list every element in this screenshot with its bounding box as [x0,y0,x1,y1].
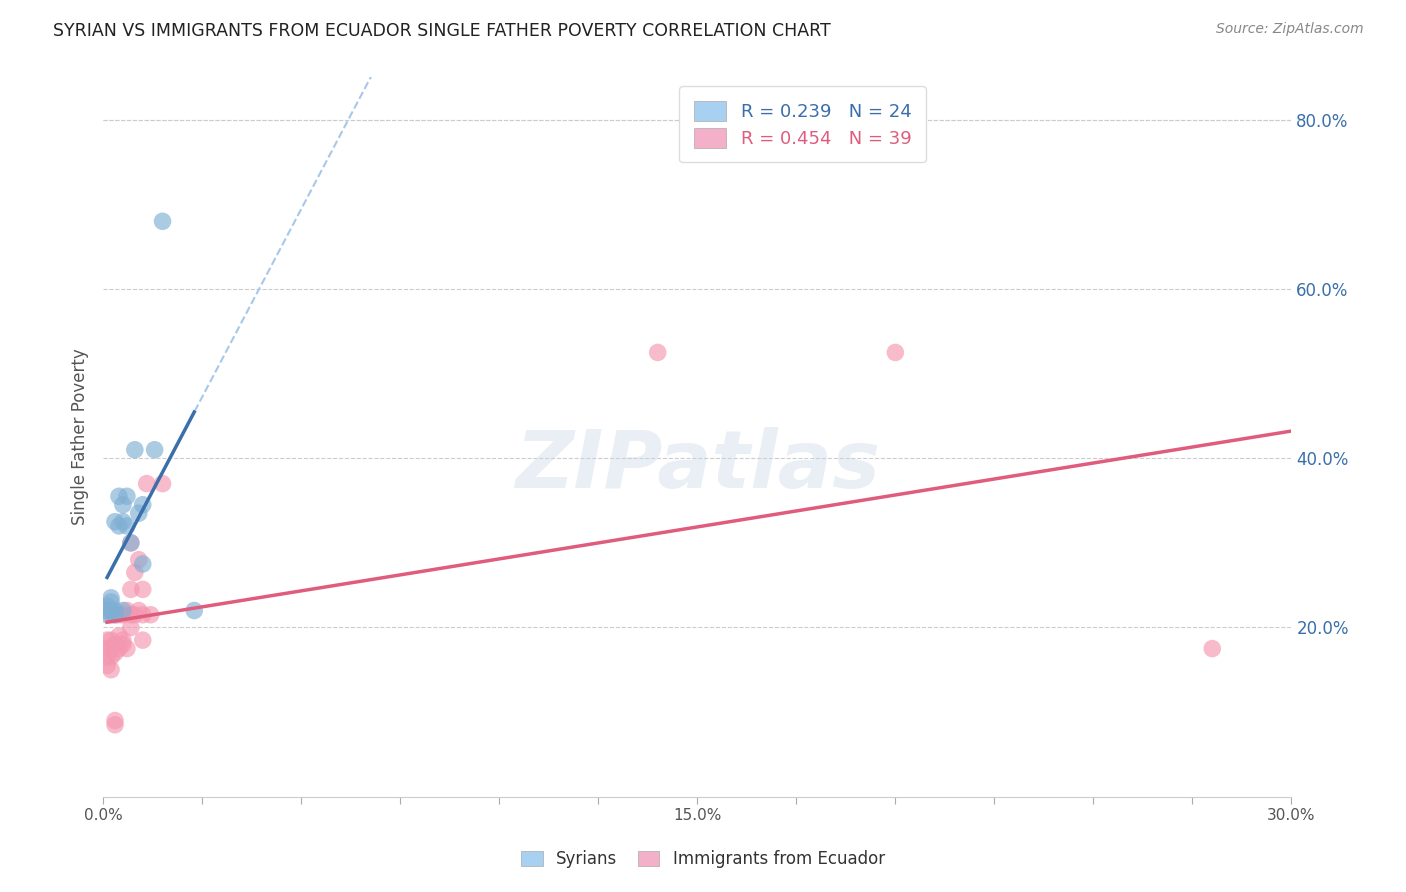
Point [128,553,150,567]
Point [115,641,138,656]
Point [884,345,907,359]
Point [128,506,150,520]
Point [108,489,131,503]
Point [115,603,138,617]
Point [96,658,118,673]
Point [100,607,122,622]
Text: SYRIAN VS IMMIGRANTS FROM ECUADOR SINGLE FATHER POVERTY CORRELATION CHART: SYRIAN VS IMMIGRANTS FROM ECUADOR SINGLE… [53,22,831,40]
Point [183,603,205,617]
Point [132,607,155,622]
Point [100,603,122,617]
Point [132,582,155,597]
Point [100,595,122,609]
Point [115,519,138,533]
Point [115,489,138,503]
Point [100,591,122,605]
Point [100,633,122,648]
Point [96,599,118,614]
Text: Source: ZipAtlas.com: Source: ZipAtlas.com [1216,22,1364,37]
Point [96,607,118,622]
Point [139,607,162,622]
Point [132,557,155,571]
Point [96,603,118,617]
Point [96,650,118,665]
Point [96,633,118,648]
Point [96,641,118,656]
Point [111,633,134,648]
Point [104,515,127,529]
Point [124,607,146,622]
Point [100,641,122,656]
Point [104,646,127,660]
Point [120,536,142,550]
Point [104,637,127,651]
Point [120,582,142,597]
Point [104,714,127,728]
Point [108,629,131,643]
Point [132,633,155,648]
Point [143,442,166,457]
Text: ZIPatlas: ZIPatlas [515,427,880,505]
Point [111,515,134,529]
Point [111,498,134,512]
Point [1201,641,1223,656]
Point [100,663,122,677]
Point [111,607,134,622]
Point [128,603,150,617]
Point [104,718,127,732]
Point [152,214,174,228]
Point [135,476,157,491]
Point [124,442,146,457]
Point [120,536,142,550]
Point [111,637,134,651]
Point [104,607,127,622]
Point [120,607,142,622]
Point [647,345,669,359]
Point [108,641,131,656]
Point [124,566,146,580]
Point [132,498,155,512]
Point [108,519,131,533]
Legend: Syrians, Immigrants from Ecuador: Syrians, Immigrants from Ecuador [515,844,891,875]
Point [108,607,131,622]
Point [152,476,174,491]
Legend: R = 0.239   N = 24, R = 0.454   N = 39: R = 0.239 N = 24, R = 0.454 N = 39 [679,87,927,162]
Y-axis label: Single Father Poverty: Single Father Poverty [72,349,89,525]
Point [111,603,134,617]
Point [104,603,127,617]
Point [104,607,127,622]
Point [100,650,122,665]
Point [120,620,142,634]
